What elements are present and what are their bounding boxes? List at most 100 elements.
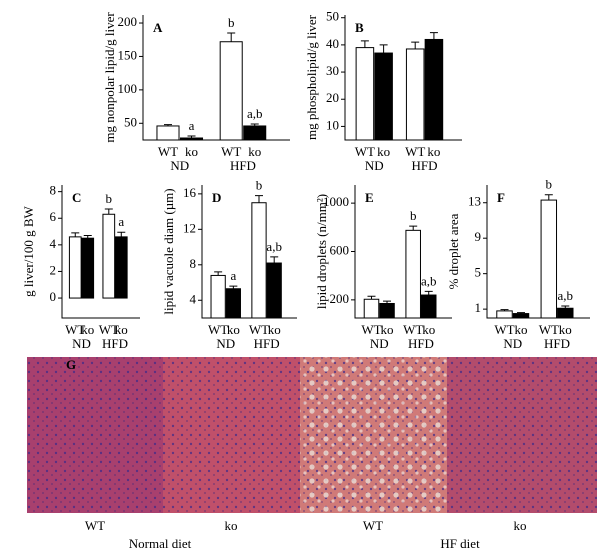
significance-label: b: [106, 191, 113, 206]
error-bar: [250, 123, 259, 126]
bar: [424, 38, 444, 141]
x-tick-label: WT: [65, 322, 85, 337]
y-tick-label: 50: [124, 114, 137, 129]
bar: [210, 274, 226, 319]
bar: [374, 52, 393, 141]
group-label: ND: [72, 336, 91, 351]
error-bar: [500, 309, 509, 311]
x-tick-label: ko: [227, 322, 240, 337]
x-tick-label: WT: [361, 322, 381, 337]
significance-label: a,b: [421, 273, 437, 288]
bar: [251, 202, 267, 319]
error-bar: [187, 135, 196, 138]
bar: [219, 41, 243, 141]
x-tick-label: ko: [381, 322, 394, 337]
panel-label: C: [72, 190, 81, 205]
axis-line: [201, 185, 297, 319]
group-label: ND: [370, 336, 389, 351]
error-bar: [429, 32, 438, 40]
x-tick-label: WT: [221, 144, 241, 159]
significance-label: b: [256, 178, 263, 193]
error-bar: [367, 295, 376, 300]
y-tick-label: 12: [183, 220, 196, 235]
x-tick-label: WT: [494, 322, 514, 337]
y-tick-label: 4: [190, 291, 197, 306]
y-tick-label: 20: [326, 90, 339, 105]
bar: [420, 294, 437, 319]
x-tick-label: WT: [355, 144, 375, 159]
y-tick-label: 30: [326, 63, 339, 78]
significance-label: a: [230, 268, 236, 283]
group-label: HFD: [408, 336, 434, 351]
panel-label: A: [153, 20, 163, 35]
x-tick-label: WT: [539, 322, 559, 337]
axis-line: [354, 185, 452, 319]
y-axis-label: mg nonpolar lipid/g liver: [102, 12, 117, 143]
error-bar: [227, 32, 236, 42]
error-bar: [360, 40, 369, 48]
x-tick-label: ko: [427, 144, 440, 159]
bar: [379, 302, 395, 319]
bar: [243, 125, 267, 141]
group-label: HFD: [230, 158, 256, 173]
y-tick-label: 9: [475, 229, 482, 244]
bar: [114, 236, 128, 299]
error-bar: [163, 124, 172, 126]
error-bar: [71, 232, 80, 237]
significance-label: b: [546, 177, 553, 192]
significance-label: b: [410, 208, 417, 223]
x-tick-label: WT: [249, 322, 269, 337]
panel-label: F: [497, 190, 505, 205]
y-axis-label: % droplet area: [446, 213, 461, 289]
y-tick-label: 1: [475, 300, 482, 315]
significance-label: a: [189, 118, 195, 133]
significance-label: b: [228, 15, 235, 30]
group-label: ND: [365, 158, 384, 173]
y-tick-label: 8: [50, 183, 57, 198]
y-tick-label: 50: [326, 9, 339, 24]
panel-caption: ko: [514, 518, 527, 533]
y-tick-label: 13: [468, 194, 481, 209]
error-bar: [117, 231, 126, 237]
y-tick-label: 4: [50, 236, 57, 251]
x-tick-label: ko: [81, 322, 94, 337]
bar: [540, 199, 558, 319]
error-bar: [424, 290, 433, 296]
panel-caption: WT: [363, 518, 383, 533]
x-tick-label: ko: [115, 322, 128, 337]
group-label: HFD: [544, 336, 570, 351]
significance-label: a,b: [247, 106, 263, 121]
micrograph-texture: [300, 357, 447, 513]
error-bar: [379, 44, 388, 54]
y-axis-label: mg phospholipid/g liver: [304, 14, 319, 140]
bar: [156, 125, 180, 141]
x-tick-label: ko: [268, 322, 281, 337]
bar: [405, 48, 425, 141]
error-bar: [83, 235, 92, 239]
bar: [363, 298, 380, 319]
bar: [81, 237, 95, 299]
error-bar: [409, 225, 418, 231]
panel-label: E: [365, 190, 374, 205]
x-tick-label: WT: [99, 322, 119, 337]
y-tick-label: 200: [118, 14, 138, 29]
error-bar: [214, 271, 223, 276]
panel-caption: ko: [225, 518, 238, 533]
y-tick-label: 200: [330, 291, 350, 306]
group-label: ND: [170, 158, 189, 173]
error-bar: [255, 195, 263, 203]
x-tick-label: ko: [185, 144, 198, 159]
y-axis-label: lipid vacuole diam (µm): [161, 188, 176, 314]
error-bar: [229, 285, 238, 289]
error-bar: [516, 312, 525, 314]
axis-line: [344, 15, 462, 141]
group-caption: HF diet: [440, 536, 480, 551]
y-tick-label: 150: [118, 47, 138, 62]
axis-line: [142, 15, 290, 141]
bar: [68, 236, 82, 299]
y-tick-label: 2: [50, 262, 57, 277]
y-tick-label: 10: [326, 117, 339, 132]
group-caption: Normal diet: [129, 536, 192, 551]
error-bar: [544, 194, 553, 201]
